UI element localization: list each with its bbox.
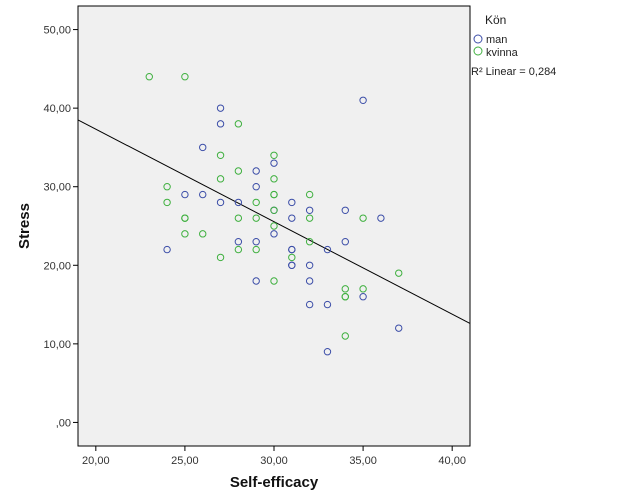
data-point-kvinna xyxy=(181,73,189,81)
data-point-kvinna xyxy=(341,285,349,293)
data-point-man xyxy=(252,277,260,285)
data-point-kvinna xyxy=(359,285,367,293)
data-point-man xyxy=(323,300,332,309)
legend-label-kvinna: kvinna xyxy=(486,47,519,59)
data-point-man xyxy=(163,245,171,254)
data-point-man xyxy=(252,183,260,191)
data-point-kvinna xyxy=(234,167,243,175)
x-tick-label: 30,00 xyxy=(260,455,288,467)
data-point-man xyxy=(234,198,243,207)
fit-line-layer xyxy=(77,119,471,324)
legend-title: Kön xyxy=(485,13,506,27)
legend-marker-kvinna xyxy=(473,46,483,56)
data-point-man xyxy=(216,120,225,128)
y-tick-label: 10,00 xyxy=(43,339,71,351)
x-tick-label: 35,00 xyxy=(349,455,377,467)
data-point-man xyxy=(288,261,296,269)
y-tick-label: 20,00 xyxy=(43,260,71,272)
data-point-man xyxy=(199,190,207,199)
data-point-kvinna xyxy=(181,230,189,238)
data-point-kvinna xyxy=(234,120,243,128)
data-point-man xyxy=(395,324,403,332)
data-point-kvinna xyxy=(199,230,207,238)
y-tick-label: 50,00 xyxy=(43,25,71,37)
data-point-man xyxy=(216,198,225,207)
x-axis-title: Self-efficacy xyxy=(230,474,319,491)
data-point-kvinna xyxy=(252,245,260,254)
data-point-man xyxy=(252,238,260,246)
data-point-man xyxy=(323,245,332,254)
x-axis: 20,00 25,00 30,00 35,00 40,00 xyxy=(82,446,466,467)
y-axis-title: Stress xyxy=(16,203,33,249)
data-point-kvinna xyxy=(359,214,367,222)
data-point-kvinna xyxy=(270,277,278,285)
data-point-kvinna xyxy=(305,238,314,246)
data-point-man xyxy=(359,96,367,104)
data-point-kvinna xyxy=(216,151,225,159)
data-point-man xyxy=(377,214,385,222)
legend-label-man: man xyxy=(486,34,507,46)
data-point-kvinna xyxy=(234,245,243,254)
y-tick-label: ,00 xyxy=(56,417,71,429)
data-point-kvinna xyxy=(216,253,225,262)
data-point-kvinna xyxy=(395,269,403,277)
data-point-man xyxy=(288,198,296,207)
data-point-kvinna xyxy=(341,332,349,340)
data-point-kvinna xyxy=(270,190,278,199)
data-point-man xyxy=(270,230,278,238)
fit-line-label: R² Linear = 0,284 xyxy=(471,66,556,78)
data-point-kvinna xyxy=(270,151,278,159)
data-point-man xyxy=(199,143,207,152)
data-point-man xyxy=(359,293,367,301)
data-point-kvinna xyxy=(145,73,153,81)
data-point-kvinna xyxy=(270,206,278,214)
data-point-kvinna xyxy=(305,190,314,199)
data-point-man xyxy=(234,238,243,246)
data-point-kvinna xyxy=(252,198,260,207)
data-point-kvinna xyxy=(305,214,314,222)
x-tick-label: 25,00 xyxy=(171,455,199,467)
data-point-man xyxy=(305,261,314,269)
x-tick-label: 40,00 xyxy=(438,455,466,467)
y-axis: ,00 10,00 20,00 30,00 40,00 50,00 xyxy=(43,25,78,429)
data-point-man xyxy=(305,277,314,285)
data-point-kvinna xyxy=(341,293,349,301)
data-point-man xyxy=(252,167,260,175)
data-point-kvinna xyxy=(181,214,189,222)
linear-fit-line xyxy=(77,119,471,324)
y-tick-label: 40,00 xyxy=(43,103,71,115)
data-point-man xyxy=(216,104,225,112)
data-point-kvinna xyxy=(216,175,225,183)
legend: Kön man kvinna R² Linear = 0,284 xyxy=(471,13,556,78)
data-point-man xyxy=(270,159,278,167)
data-point-kvinna xyxy=(252,214,260,222)
data-point-man xyxy=(288,245,296,254)
points-layer xyxy=(145,73,403,356)
data-point-kvinna xyxy=(163,198,171,207)
data-point-kvinna xyxy=(163,183,171,191)
data-point-kvinna xyxy=(288,253,296,262)
data-point-kvinna xyxy=(270,175,278,183)
data-point-man xyxy=(181,190,189,199)
data-point-man xyxy=(288,214,296,222)
data-point-man xyxy=(341,238,349,246)
data-point-man xyxy=(323,348,332,356)
data-point-kvinna xyxy=(270,222,278,230)
data-point-man xyxy=(341,206,349,214)
y-tick-label: 30,00 xyxy=(43,182,71,194)
legend-marker-man xyxy=(473,34,483,44)
plot-area xyxy=(77,5,471,447)
data-point-man xyxy=(305,206,314,214)
data-point-man xyxy=(305,300,314,309)
data-point-kvinna xyxy=(234,214,243,222)
x-tick-label: 20,00 xyxy=(82,455,110,467)
